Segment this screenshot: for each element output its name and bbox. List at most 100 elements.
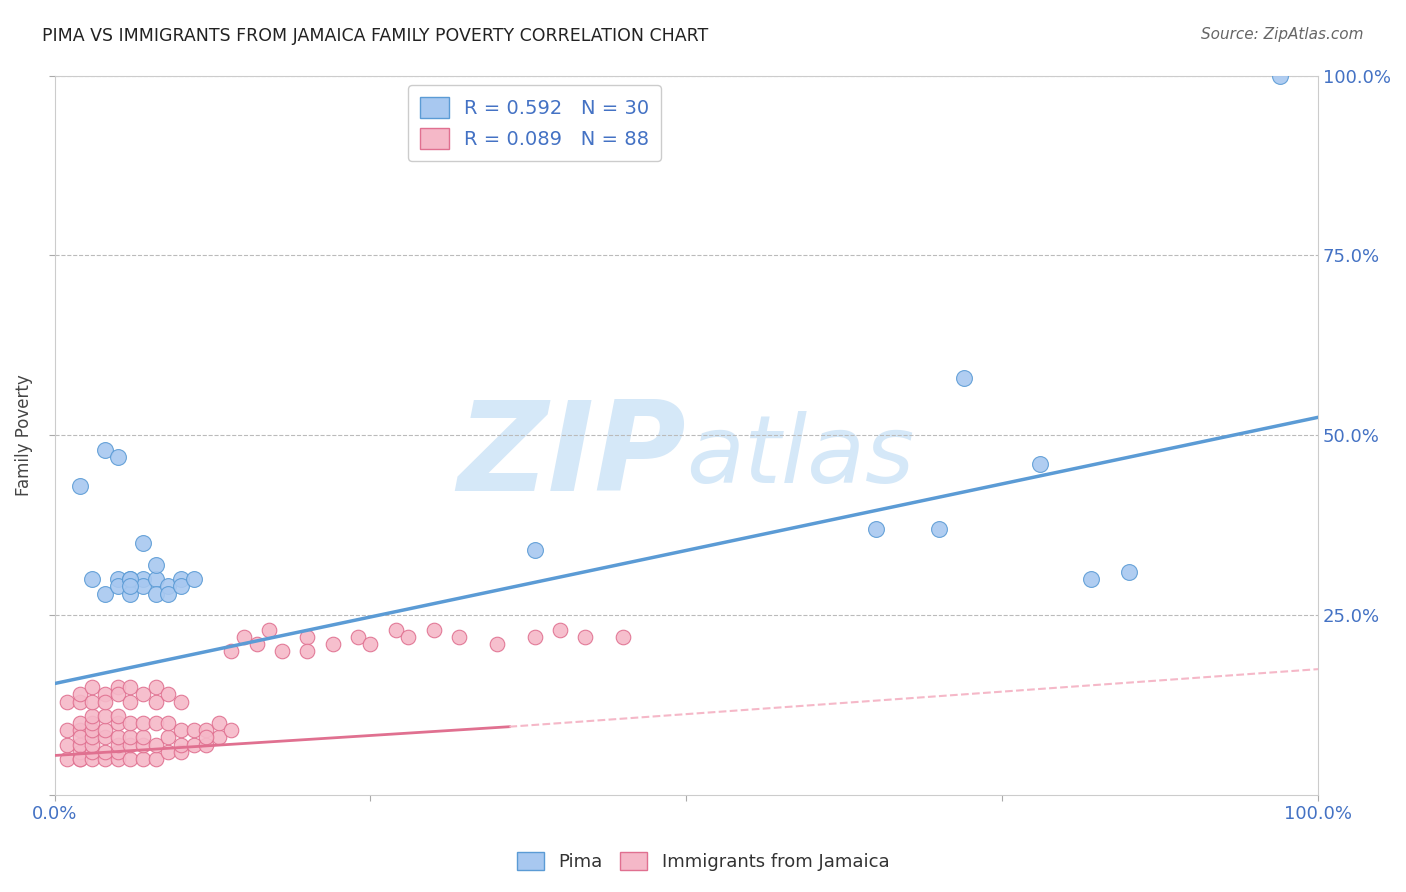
Point xyxy=(1080,572,1102,586)
Point xyxy=(69,731,91,745)
Point xyxy=(297,630,319,644)
Point xyxy=(120,738,142,752)
Point xyxy=(271,644,294,658)
Point xyxy=(170,745,193,759)
Point xyxy=(132,731,155,745)
Legend: R = 0.592   N = 30, R = 0.089   N = 88: R = 0.592 N = 30, R = 0.089 N = 88 xyxy=(408,86,661,161)
Point xyxy=(157,687,180,701)
Point xyxy=(195,723,218,738)
Point xyxy=(170,723,193,738)
Point xyxy=(94,442,117,457)
Point xyxy=(612,630,634,644)
Point xyxy=(145,716,167,731)
Point xyxy=(145,694,167,708)
Point xyxy=(233,630,256,644)
Point xyxy=(82,694,104,708)
Point xyxy=(183,723,205,738)
Point xyxy=(94,709,117,723)
Text: ZIP: ZIP xyxy=(457,396,686,517)
Point xyxy=(107,680,129,694)
Point xyxy=(69,716,91,731)
Point xyxy=(107,572,129,586)
Point xyxy=(195,738,218,752)
Point xyxy=(69,752,91,766)
Point xyxy=(145,558,167,572)
Point xyxy=(69,752,91,766)
Point xyxy=(132,687,155,701)
Point xyxy=(132,579,155,593)
Point xyxy=(120,579,142,593)
Point xyxy=(69,687,91,701)
Y-axis label: Family Poverty: Family Poverty xyxy=(15,375,32,496)
Point xyxy=(94,752,117,766)
Point xyxy=(1118,565,1140,579)
Text: atlas: atlas xyxy=(686,411,914,502)
Point xyxy=(145,738,167,752)
Point xyxy=(447,630,470,644)
Point xyxy=(82,572,104,586)
Point xyxy=(107,709,129,723)
Point xyxy=(346,630,368,644)
Point xyxy=(120,694,142,708)
Text: Source: ZipAtlas.com: Source: ZipAtlas.com xyxy=(1201,27,1364,42)
Point xyxy=(94,687,117,701)
Point xyxy=(183,572,205,586)
Point xyxy=(120,572,142,586)
Point xyxy=(94,694,117,708)
Point xyxy=(82,709,104,723)
Point xyxy=(157,745,180,759)
Point xyxy=(56,694,79,708)
Point xyxy=(82,723,104,738)
Point xyxy=(56,723,79,738)
Point xyxy=(56,752,79,766)
Point xyxy=(221,644,243,658)
Point xyxy=(297,644,319,658)
Point xyxy=(120,752,142,766)
Point xyxy=(145,680,167,694)
Legend: Pima, Immigrants from Jamaica: Pima, Immigrants from Jamaica xyxy=(509,845,897,879)
Point xyxy=(82,731,104,745)
Point xyxy=(574,630,596,644)
Point xyxy=(523,543,546,558)
Point xyxy=(132,738,155,752)
Point xyxy=(82,680,104,694)
Point xyxy=(107,450,129,464)
Point xyxy=(107,738,129,752)
Point xyxy=(145,586,167,600)
Point xyxy=(145,572,167,586)
Point xyxy=(120,680,142,694)
Point xyxy=(953,370,976,384)
Point xyxy=(170,572,193,586)
Point xyxy=(195,731,218,745)
Point xyxy=(120,572,142,586)
Text: PIMA VS IMMIGRANTS FROM JAMAICA FAMILY POVERTY CORRELATION CHART: PIMA VS IMMIGRANTS FROM JAMAICA FAMILY P… xyxy=(42,27,709,45)
Point xyxy=(170,579,193,593)
Point xyxy=(384,623,406,637)
Point xyxy=(157,716,180,731)
Point xyxy=(548,623,571,637)
Point xyxy=(322,637,344,651)
Point xyxy=(928,522,950,536)
Point xyxy=(170,694,193,708)
Point xyxy=(120,731,142,745)
Point xyxy=(422,623,444,637)
Point xyxy=(107,687,129,701)
Point xyxy=(1029,457,1052,471)
Point xyxy=(132,572,155,586)
Point xyxy=(107,716,129,731)
Point xyxy=(56,738,79,752)
Point xyxy=(82,738,104,752)
Point xyxy=(107,752,129,766)
Point xyxy=(132,536,155,550)
Point xyxy=(221,723,243,738)
Point xyxy=(396,630,419,644)
Point xyxy=(145,752,167,766)
Point xyxy=(359,637,381,651)
Point xyxy=(107,745,129,759)
Point xyxy=(94,731,117,745)
Point xyxy=(523,630,546,644)
Point xyxy=(132,716,155,731)
Point xyxy=(183,738,205,752)
Point xyxy=(157,579,180,593)
Point xyxy=(157,586,180,600)
